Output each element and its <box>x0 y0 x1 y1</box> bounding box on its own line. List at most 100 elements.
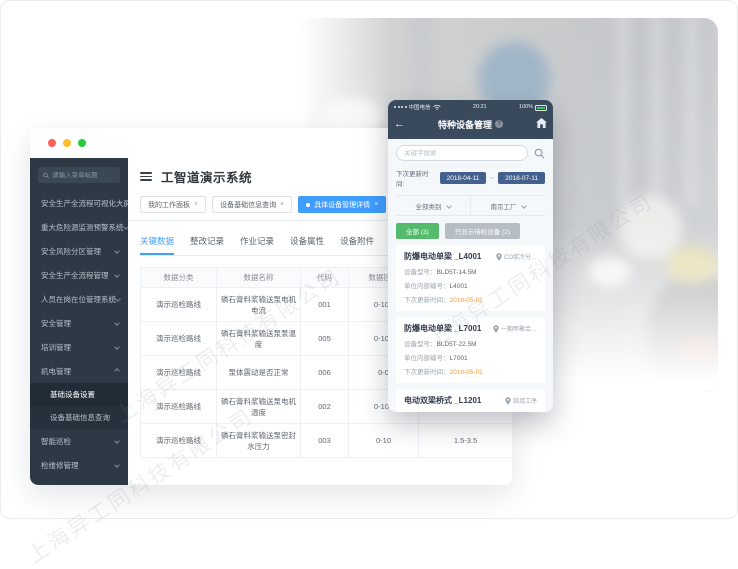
filter-dropdown[interactable]: 全部类别 <box>396 196 470 215</box>
equipment-card[interactable]: 电动双梁桥式 _L1201焙烧工序设备型号：QD32/5T-25.5M单位内部编… <box>396 389 545 412</box>
table-cell: 0-10 <box>348 423 419 458</box>
desktop-app-window: 安全生产全流程可视化大屏重大危险源监测预警系统安全风险分区管理安全生产全流程管理… <box>30 128 512 485</box>
internal-code-value: L4001 <box>449 283 468 290</box>
active-dot-icon <box>306 202 311 207</box>
sidebar-search[interactable] <box>38 167 120 183</box>
date-filter-row: 下次更新时间: 2018-04-11 ~ 2018-07-11 <box>396 168 545 188</box>
open-tab-chip[interactable]: 具体设备管理详情 × <box>298 196 387 213</box>
equipment-card[interactable]: 防爆电动单梁 _L4001 CO浆冷分… 设备型号：BLD5T-14.5M 单位内部编… <box>396 245 545 311</box>
phone-nav-bar: ← 特种设备管理 ? <box>394 115 547 133</box>
sidebar-search-input[interactable] <box>52 171 115 179</box>
chevron-up-icon <box>114 368 120 374</box>
sidebar-item[interactable]: 安全管理 <box>30 311 128 335</box>
close-window-button[interactable] <box>48 139 56 147</box>
dropdown-label: 全部类别 <box>415 203 442 211</box>
quick-filter-row: 全部 (3) 只显示待检设备 (2) <box>396 223 545 239</box>
close-icon[interactable]: × <box>374 201 379 208</box>
detail-tab[interactable]: 作业记录 <box>240 236 275 246</box>
sidebar-subitem-label: 设备基础信息查询 <box>50 413 110 422</box>
model-line: 设备型号：BLD5T-14.5M <box>404 269 477 276</box>
date-separator: ~ <box>490 174 495 182</box>
table-cell: 磷石膏料浆输送泵密封水压力 <box>216 423 301 458</box>
location-pin-icon <box>493 324 499 333</box>
help-badge-icon[interactable]: ? <box>495 120 503 128</box>
detail-tab[interactable]: 设备属性 <box>290 236 325 246</box>
detail-tab[interactable]: 关键数据 <box>140 235 175 255</box>
table-column-header: 数据名称 <box>216 267 301 288</box>
dropdown-label: 南京工厂 <box>490 203 517 211</box>
keyword-search-field[interactable] <box>396 145 528 161</box>
table-cell: 磷石膏料浆输送泵电机电流 <box>216 287 301 322</box>
keyword-search-input[interactable] <box>404 149 520 157</box>
quick-filter-button[interactable]: 全部 (3) <box>396 223 439 239</box>
phone-status-bar: 中国电信 20:21 100% <box>394 103 547 111</box>
signal-strength-icon <box>394 106 407 108</box>
sidebar-submenu: 基础设备设置设备基础信息查询 <box>30 383 128 429</box>
home-icon[interactable] <box>531 115 547 133</box>
sidebar-item-label: 安全生产全流程可视化大屏 <box>41 198 128 208</box>
sidebar-item[interactable]: 安全风险分区管理 <box>30 239 128 263</box>
sidebar-item[interactable]: 培训管理 <box>30 335 128 359</box>
sidebar-item[interactable]: 智能巡检 <box>30 429 128 453</box>
maximize-window-button[interactable] <box>78 139 86 147</box>
location-pin-icon <box>505 396 511 405</box>
open-tab-chip[interactable]: 我的工作面板 × <box>140 196 207 213</box>
phone-page-title: 特种设备管理 <box>437 119 492 130</box>
close-icon[interactable]: × <box>194 201 199 208</box>
detail-tab[interactable]: 设备附件 <box>340 236 375 246</box>
location-pin-icon <box>496 252 502 261</box>
sidebar-item[interactable]: 机电管理 <box>30 359 128 383</box>
next-update-value: 2018-05-01 <box>449 297 483 304</box>
detail-tab[interactable]: 整改记录 <box>190 236 225 246</box>
mobile-app-screenshot: 中国电信 20:21 100% ← 特种设备管理 ? <box>388 100 553 412</box>
next-update-value: 2018-05-01 <box>449 369 483 376</box>
back-arrow-icon[interactable]: ← <box>394 117 405 130</box>
phone-header: 中国电信 20:21 100% ← 特种设备管理 ? <box>388 100 553 139</box>
date-from-button[interactable]: 2018-04-11 <box>439 172 487 184</box>
sidebar-item[interactable]: 人员在岗在位管理系统 <box>30 287 128 311</box>
sidebar-item[interactable]: 安全生产全流程管理 <box>30 263 128 287</box>
sidebar-item[interactable]: 重大危险源监测预警系统 <box>30 215 128 239</box>
model-line: 设备型号：BLD5T-22.5M <box>404 341 477 348</box>
sidebar-subitem-label: 基础设备设置 <box>50 390 95 399</box>
search-icon[interactable] <box>534 148 545 159</box>
sidebar-item-label: 检维修管理 <box>41 460 79 470</box>
card-header-row: 防爆电动单梁 _L4001 CO浆冷分… <box>404 251 537 262</box>
quick-filter-button[interactable]: 只显示待检设备 (2) <box>444 223 520 239</box>
chevron-down-icon <box>114 462 120 468</box>
sidebar-item-label: 安全生产全流程管理 <box>41 270 109 280</box>
chevron-down-icon <box>520 202 527 209</box>
table-row[interactable]: 演示巡检路线 磷石膏料浆输送泵密封水压力 003 0-10 1.5-3.5 <box>140 423 512 458</box>
table-cell: 演示巡检路线 <box>140 423 217 458</box>
chevron-down-icon <box>114 248 120 254</box>
open-tab-chip[interactable]: 设备基础信息查询 × <box>212 196 293 213</box>
equipment-location: 一期甲聚合… <box>493 324 537 333</box>
table-cell: 演示巡检路线 <box>140 355 217 390</box>
menu-toggle-icon[interactable] <box>140 172 152 181</box>
table-cell: 1.5-3.5 <box>418 423 512 458</box>
table-cell: 005 <box>300 321 349 356</box>
minimize-window-button[interactable] <box>63 139 71 147</box>
sidebar-menu: 安全生产全流程可视化大屏重大危险源监测预警系统安全风险分区管理 安全生产全流程管理… <box>30 191 128 477</box>
internal-code-line: 单位内部编号：L7001 <box>404 355 468 362</box>
sidebar-item[interactable]: 检维修管理 <box>30 453 128 477</box>
sidebar-subitem[interactable]: 基础设备设置 <box>30 383 128 406</box>
next-update-line: 下次更新时间：2018-05-01 <box>404 297 483 304</box>
sidebar-item[interactable]: 安全生产全流程可视化大屏 <box>30 191 128 215</box>
sidebar-item-label: 智能巡检 <box>41 436 71 446</box>
equipment-card[interactable]: 防爆电动单梁 _L7001 一期甲聚合… 设备型号：BLD5T-22.5M 单位内部编… <box>396 317 545 383</box>
sidebar-item-label: 人员在岗在位管理系统 <box>41 294 116 304</box>
equipment-title: 防爆电动单梁 _L4001 <box>404 252 482 261</box>
sidebar-item-label: 安全风险分区管理 <box>41 246 101 256</box>
table-cell: 002 <box>300 389 349 424</box>
table-cell: 演示巡检路线 <box>140 287 217 322</box>
search-icon <box>43 172 49 178</box>
sidebar-subitem[interactable]: 设备基础信息查询 <box>30 406 128 429</box>
date-to-button[interactable]: 2018-07-11 <box>498 172 545 184</box>
filter-dropdown[interactable]: 南京工厂 <box>470 196 545 215</box>
model-value: BLD5T-14.5M <box>436 269 477 276</box>
close-icon[interactable]: × <box>280 201 285 208</box>
model-value: BLD5T-22.5M <box>436 341 477 348</box>
chevron-down-icon <box>114 320 120 326</box>
